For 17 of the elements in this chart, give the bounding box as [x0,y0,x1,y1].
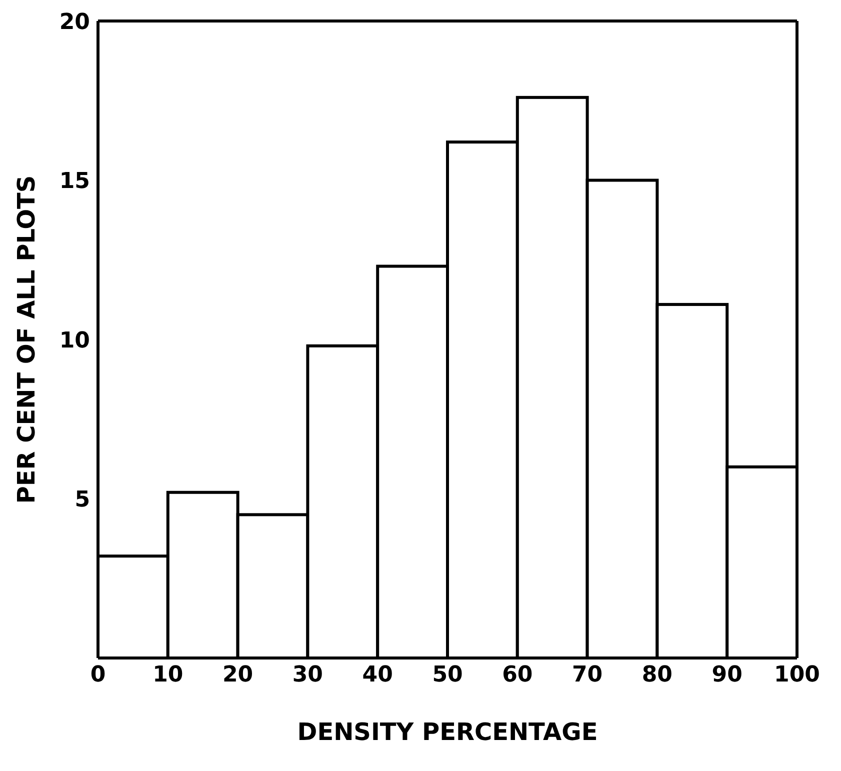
x-tick-label: 90 [712,662,742,688]
x-tick-label: 10 [152,662,184,688]
x-tick-label: 30 [292,662,324,688]
y-tick-label: 15 [59,169,90,194]
x-tick-label: 50 [432,662,463,688]
y-axis-title: PER CENT OF ALL PLOTS [12,175,41,504]
y-tick-label: 20 [59,10,90,35]
x-tick-label: 60 [502,662,533,688]
x-tick-label: 40 [362,662,393,688]
x-tick-label: 100 [774,662,820,688]
x-tick-label: 80 [642,662,673,688]
x-tick-label: 0 [90,662,106,688]
y-tick-label: 10 [59,328,90,354]
x-tick-label: 20 [222,662,254,688]
y-tick-label: 5 [74,488,90,513]
x-axis-title: DENSITY PERCENTAGE [297,718,598,746]
x-tick-label: 70 [572,662,603,688]
